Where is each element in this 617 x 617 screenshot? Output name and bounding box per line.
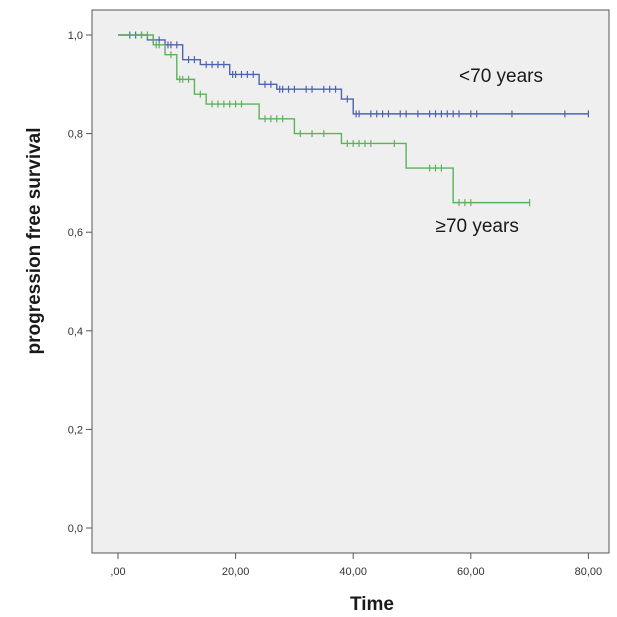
y-tick-label: 0,0 [68, 523, 83, 535]
y-tick-label: 0,8 [68, 129, 83, 141]
x-tick-label: 80,00 [575, 566, 603, 578]
plot-area [91, 9, 610, 554]
survival-curve [118, 34, 589, 115]
series-1 [118, 31, 531, 207]
series-layer [118, 31, 590, 207]
y-tick-label: 0,2 [68, 424, 83, 436]
y-axis: 0,0 0,2 0,4 0,6 0,8 1,0 [68, 30, 92, 535]
survival-curve [118, 34, 530, 204]
y-axis-title: progression free survival [24, 127, 45, 354]
x-tick-label: ,00 [110, 566, 125, 578]
y-tick-label: 0,4 [68, 326, 83, 338]
annotation-70-plus: ≥70 years [436, 216, 519, 237]
x-tick-label: 60,00 [457, 566, 485, 578]
x-tick-label: 20,00 [222, 566, 250, 578]
x-axis: ,00 20,00 40,00 60,00 80,00 [110, 553, 602, 578]
y-tick-label: 0,6 [68, 227, 83, 239]
x-tick-label: 40,00 [339, 566, 367, 578]
y-tick-label: 1,0 [68, 30, 83, 42]
annotation-under-70: <70 years [459, 66, 543, 87]
x-axis-title: Time [350, 594, 394, 615]
